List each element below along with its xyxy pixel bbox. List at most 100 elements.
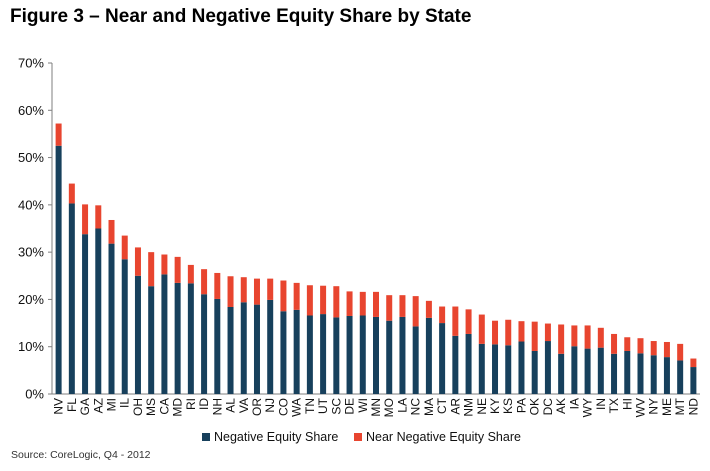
x-tick-label: AK — [554, 398, 568, 414]
x-tick-label: DC — [541, 398, 555, 416]
bar-near-negative-mo — [386, 295, 393, 321]
bar-negative-ia — [571, 346, 578, 394]
x-tick-label: SC — [329, 398, 343, 415]
bar-near-negative-id — [201, 269, 208, 295]
x-tick-label: HI — [620, 398, 634, 410]
bar-negative-id — [201, 294, 208, 394]
bar-negative-hi — [624, 350, 631, 394]
x-tick-label: VA — [237, 398, 251, 413]
bar-negative-va — [240, 302, 247, 394]
legend-swatch-near-negative — [354, 433, 362, 441]
x-tick-label: CT — [435, 397, 449, 414]
y-tick-label: 60% — [18, 103, 44, 118]
x-tick-label: WV — [633, 398, 647, 417]
bar-near-negative-wy — [584, 325, 591, 349]
chart-title: Figure 3 – Near and Negative Equity Shar… — [10, 6, 472, 27]
bar-near-negative-in — [597, 327, 604, 348]
x-tick-label: AZ — [91, 398, 105, 413]
bar-negative-nj — [267, 299, 274, 394]
x-tick-label: ND — [686, 398, 700, 416]
bar-near-negative-pa — [518, 321, 525, 342]
bar-negative-in — [597, 347, 604, 394]
bar-near-negative-sc — [333, 286, 340, 318]
bar-negative-wa — [293, 309, 300, 394]
y-tick-label: 50% — [18, 150, 44, 165]
bar-near-negative-ut — [320, 285, 327, 315]
bar-near-negative-va — [240, 277, 247, 303]
x-tick-label: CA — [157, 398, 171, 415]
x-tick-label: ID — [197, 398, 211, 410]
bar-negative-dc — [544, 341, 551, 394]
x-tick-label: MO — [382, 398, 396, 417]
x-tick-label: LA — [395, 398, 409, 413]
bar-near-negative-md — [174, 256, 181, 283]
bar-negative-ak — [558, 353, 565, 394]
bar-near-negative-mn — [373, 291, 379, 317]
bar-near-negative-ky — [492, 320, 499, 345]
x-tick-label: NM — [462, 398, 476, 417]
bar-near-negative-wi — [359, 291, 366, 316]
bar-near-negative-ia — [571, 325, 578, 347]
x-tick-label: NY — [647, 398, 661, 415]
bar-negative-ms — [148, 286, 155, 394]
bar-near-negative-or — [253, 278, 260, 305]
bar-negative-az — [95, 228, 102, 394]
x-tick-label: FL — [65, 398, 79, 412]
bar-negative-pa — [518, 341, 525, 394]
bar-near-negative-ri — [187, 264, 194, 284]
bar-near-negative-nj — [267, 278, 274, 300]
bar-negative-ma — [425, 317, 432, 394]
bar-negative-mt — [677, 360, 684, 394]
bar-near-negative-de — [346, 291, 353, 316]
x-tick-label: IN — [594, 398, 608, 410]
bar-negative-wy — [584, 348, 591, 394]
bar-negative-il — [121, 259, 128, 394]
bar-near-negative-tx — [611, 333, 618, 354]
bar-near-negative-nd — [690, 358, 697, 368]
y-tick-label: 0% — [25, 387, 44, 402]
bar-negative-oh — [134, 275, 141, 394]
bar-negative-ct — [439, 323, 446, 394]
bar-negative-ga — [82, 234, 89, 394]
x-tick-label: GA — [78, 398, 92, 415]
x-tick-label: ME — [660, 398, 674, 416]
bar-negative-ky — [492, 344, 499, 394]
x-tick-label: AL — [224, 398, 238, 413]
source-note: Source: CoreLogic, Q4 - 2012 — [11, 449, 151, 461]
bar-negative-mo — [386, 320, 393, 394]
bar-negative-sc — [333, 317, 340, 394]
x-tick-label: NC — [409, 398, 423, 416]
bar-near-negative-hi — [624, 337, 631, 351]
bar-negative-wv — [637, 353, 644, 394]
x-tick-label: TN — [303, 398, 317, 414]
x-tick-label: IL — [118, 398, 132, 408]
x-tick-label: KY — [488, 398, 502, 414]
bar-negative-ut — [320, 314, 327, 394]
x-tick-label: NE — [475, 398, 489, 415]
bar-near-negative-ak — [558, 324, 565, 354]
x-tick-label: NV — [52, 398, 66, 415]
x-tick-label: DE — [343, 398, 357, 415]
x-tick-label: MS — [144, 398, 158, 416]
x-tick-label: NJ — [263, 398, 277, 413]
bar-negative-or — [253, 304, 260, 394]
bar-negative-tn — [306, 315, 313, 394]
x-tick-label: OH — [131, 398, 145, 416]
bar-near-negative-ct — [439, 306, 446, 324]
x-tick-label: MD — [171, 398, 185, 417]
bar-near-negative-nc — [412, 296, 419, 327]
y-tick-label: 70% — [18, 56, 44, 71]
legend-label-near-negative: Near Negative Equity Share — [366, 430, 521, 444]
legend-label-negative: Negative Equity Share — [214, 430, 338, 444]
bar-near-negative-il — [121, 235, 128, 260]
bar-negative-fl — [68, 203, 75, 394]
x-tick-label: NH — [210, 398, 224, 415]
x-tick-label: CO — [276, 398, 290, 416]
bar-near-negative-ga — [82, 204, 89, 235]
bar-near-negative-dc — [544, 323, 551, 342]
x-tick-label: MT — [673, 397, 687, 415]
x-tick-label: OK — [528, 398, 542, 415]
bar-negative-al — [227, 306, 234, 394]
bar-near-negative-ms — [148, 252, 155, 287]
